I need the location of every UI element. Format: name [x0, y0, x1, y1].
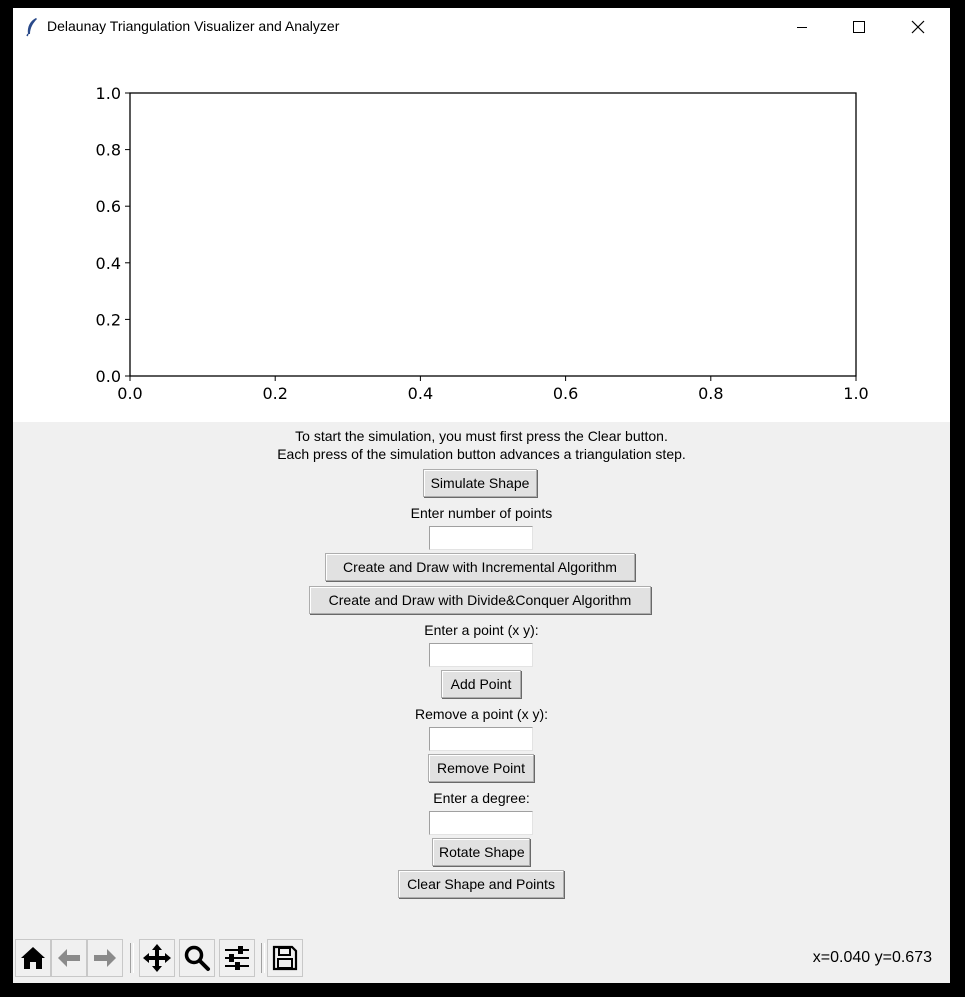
back-button[interactable]: [51, 939, 87, 977]
x-tick-label: 0.8: [698, 384, 723, 403]
save-button[interactable]: [267, 939, 303, 977]
remove-point-label: Remove a point (x y):: [414, 706, 549, 722]
app-window: Delaunay Triangulation Visualizer and An…: [13, 8, 950, 983]
y-tick-label: 0.6: [96, 197, 121, 216]
close-button[interactable]: [895, 8, 941, 46]
y-tick-label: 0.4: [96, 254, 121, 273]
plot-figure[interactable]: 0.0 0.2 0.4 0.6 0.8 1.0 0.0 0.2 0.4 0.6 0.8 1.0: [13, 46, 950, 422]
x-tick-label: 0.0: [117, 384, 142, 403]
add-point-label: Enter a point (x y):: [424, 622, 539, 638]
remove-point-input[interactable]: [429, 727, 533, 751]
pan-button[interactable]: [139, 939, 175, 977]
x-tick-label: 0.4: [408, 384, 433, 403]
maximize-icon: [853, 21, 865, 33]
incremental-algorithm-button[interactable]: Create and Draw with Incremental Algorit…: [325, 553, 635, 581]
pan-icon: [143, 944, 171, 972]
close-icon: [911, 20, 925, 34]
back-icon: [58, 949, 80, 967]
window-title: Delaunay Triangulation Visualizer and An…: [47, 18, 340, 34]
axes-frame: [129, 92, 857, 377]
zoom-button[interactable]: [179, 939, 215, 977]
x-tick-label: 0.6: [553, 384, 578, 403]
cursor-coordinates: x=0.040 y=0.673: [812, 949, 932, 966]
configure-subplots-button[interactable]: [219, 939, 255, 977]
rotate-shape-button[interactable]: Rotate Shape: [432, 838, 530, 866]
home-button[interactable]: [15, 939, 51, 977]
title-bar: Delaunay Triangulation Visualizer and An…: [13, 8, 950, 47]
maximize-button[interactable]: [836, 8, 882, 46]
feather-icon: [26, 18, 37, 37]
x-tick-label: 1.0: [843, 384, 868, 403]
toolbar-separator: [130, 943, 134, 973]
save-icon: [272, 945, 298, 971]
simulate-shape-button[interactable]: Simulate Shape: [423, 469, 537, 497]
remove-point-button[interactable]: Remove Point: [428, 754, 534, 782]
minimize-button[interactable]: [779, 8, 825, 46]
y-tick-label: 1.0: [96, 84, 121, 103]
y-tick-label: 0.0: [96, 367, 121, 386]
minimize-icon: [797, 27, 807, 28]
degree-input[interactable]: [429, 811, 533, 835]
y-tick-label: 0.8: [96, 141, 121, 160]
instructions-line-2: Each press of the simulation button adva…: [277, 446, 686, 462]
clear-shape-button[interactable]: Clear Shape and Points: [398, 870, 564, 898]
y-tick-label: 0.2: [96, 310, 121, 329]
x-tick-label: 0.2: [262, 384, 287, 403]
add-point-input[interactable]: [429, 643, 533, 667]
add-point-button[interactable]: Add Point: [441, 670, 521, 698]
zoom-icon: [184, 945, 210, 971]
plot-canvas[interactable]: 0.0 0.2 0.4 0.6 0.8 1.0 0.0 0.2 0.4 0.6 0.8 1.0: [13, 46, 950, 422]
forward-icon: [94, 949, 116, 967]
toolbar-separator: [261, 943, 265, 973]
num-points-input[interactable]: [429, 526, 533, 550]
degree-label: Enter a degree:: [433, 790, 530, 806]
divide-conquer-algorithm-button[interactable]: Create and Draw with Divide&Conquer Algo…: [309, 586, 651, 614]
configure-subplots-icon: [225, 946, 249, 970]
num-points-label: Enter number of points: [410, 505, 553, 521]
navigation-toolbar: x=0.040 y=0.673: [13, 935, 950, 979]
instructions-line-1: To start the simulation, you must first …: [295, 428, 668, 444]
home-icon: [21, 947, 45, 969]
forward-button[interactable]: [87, 939, 123, 977]
